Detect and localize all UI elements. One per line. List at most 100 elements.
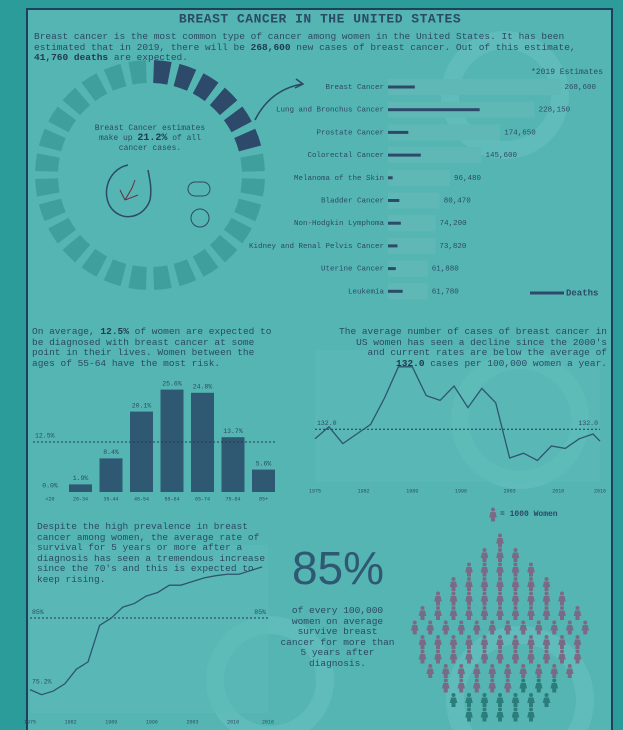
donut-segment-highlight: [153, 60, 171, 85]
icon-body: [450, 611, 458, 621]
x-tick-label: 2016: [262, 719, 274, 725]
value-label: 1.9%: [73, 475, 89, 482]
donut-segment: [35, 153, 60, 171]
donut-segment: [81, 249, 107, 277]
donut-segment: [128, 265, 146, 290]
bar: [69, 484, 92, 492]
value-label: 80,470: [444, 197, 472, 205]
icon-head: [491, 508, 495, 512]
donut-segment: [48, 218, 76, 244]
icon-head: [490, 679, 494, 683]
icon-body: [426, 625, 434, 635]
icon-body: [481, 611, 489, 621]
donut-segment-highlight: [224, 106, 252, 132]
icon-head: [467, 650, 471, 654]
donut-segment: [210, 235, 238, 263]
icon-body: [527, 640, 535, 650]
icon-head: [545, 693, 549, 697]
donut-segment: [104, 64, 127, 91]
value-label: 96,480: [454, 175, 482, 183]
category-label: Prostate Cancer: [316, 129, 384, 137]
icon-body: [465, 582, 473, 592]
icon-body: [527, 596, 535, 606]
reference-label: 85%: [254, 609, 266, 616]
icon-body: [481, 582, 489, 592]
icon-head: [421, 650, 425, 654]
icon-head: [467, 606, 471, 610]
icon-head: [529, 577, 533, 581]
donut-segment: [224, 218, 252, 244]
icon-body: [481, 596, 489, 606]
icon-head: [490, 664, 494, 668]
value-label: 24.8%: [193, 384, 213, 391]
x-tick-label: 2003: [187, 719, 199, 725]
deaths-bar: [388, 176, 393, 179]
icon-body: [473, 669, 481, 679]
donut-segment: [174, 259, 197, 286]
icon-head: [537, 679, 541, 683]
donut-segment: [35, 178, 60, 196]
icon-body: [527, 698, 535, 708]
icon-head: [436, 650, 440, 654]
value-label: 13.7%: [223, 428, 243, 435]
reference-label: 132.0: [317, 420, 337, 427]
icon-head: [459, 679, 463, 683]
icon: [191, 209, 209, 227]
icon-head: [452, 606, 456, 610]
intro-text: new cases of breast cancer. Out of this …: [291, 42, 576, 53]
icon-head: [413, 621, 417, 625]
text: The average number of cases of breast ca…: [339, 326, 607, 358]
category-label: Non-Hodgkin Lymphoma: [294, 220, 385, 228]
category-label: Leukemia: [348, 288, 385, 296]
deaths-bar: [388, 244, 397, 247]
icon-head: [514, 606, 518, 610]
deaths-bar: [388, 131, 408, 134]
infographic: BREAST CANCER IN THE UNITED STATES *2019…: [0, 0, 623, 730]
icon-body: [465, 698, 473, 708]
icon-body: [473, 625, 481, 635]
icon: [188, 182, 210, 196]
icon-head: [529, 563, 533, 567]
icon-body: [512, 582, 520, 592]
icon-head: [498, 548, 502, 552]
icon-head: [452, 577, 456, 581]
icon-body: [496, 582, 504, 592]
icon-body: [512, 553, 520, 563]
x-tick-label: 1982: [358, 488, 370, 494]
donut-segment: [193, 249, 219, 277]
icon-body: [488, 669, 496, 679]
icon-head: [568, 621, 572, 625]
value-label: 61,780: [432, 288, 460, 296]
icon-head: [545, 606, 549, 610]
text: cases per 100,000 women a year.: [425, 358, 607, 369]
x-tick-label: 1989: [406, 488, 418, 494]
icon-body: [481, 654, 489, 664]
value-label: 174,650: [504, 129, 536, 137]
x-tick-label: 55-64: [164, 496, 179, 502]
bar: [222, 437, 245, 492]
icon-body: [535, 669, 543, 679]
icon-body: [450, 582, 458, 592]
icon-body: [512, 640, 520, 650]
icon-body: [496, 538, 504, 548]
deaths-bar: [388, 86, 415, 89]
icon-body: [504, 669, 512, 679]
icon-head: [444, 679, 448, 683]
icon-body: [465, 596, 473, 606]
icon-body: [434, 654, 442, 664]
icon-head: [483, 650, 487, 654]
icon-body: [426, 669, 434, 679]
x-tick-label: 1996: [455, 488, 467, 494]
value-label: 228,150: [539, 107, 571, 115]
icon-head: [467, 635, 471, 639]
intro-cases: 268,600: [251, 42, 291, 53]
highlight: 132.0: [396, 358, 425, 369]
icon-head: [521, 664, 525, 668]
x-tick-label: 75-84: [225, 496, 240, 502]
icon-head: [421, 635, 425, 639]
icon-body: [496, 654, 504, 664]
highlight: 12.5%: [100, 326, 129, 337]
age-text: On average, 12.5% of women are expected …: [32, 327, 277, 369]
icon-head: [560, 592, 564, 596]
